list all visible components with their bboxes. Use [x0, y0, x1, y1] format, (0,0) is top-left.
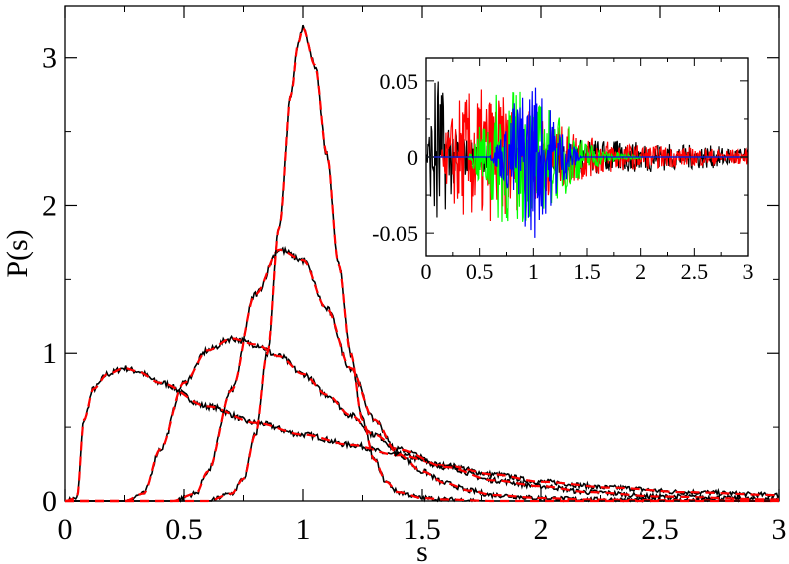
inset-x-tick-label: 2 — [635, 259, 646, 284]
main-series-3-line — [65, 245, 779, 503]
inset-x-tick-label: 2.5 — [681, 259, 709, 284]
inset-y-tick-label: 0.05 — [380, 69, 419, 94]
main-y-tick-label: 1 — [42, 337, 57, 370]
main-y-tick-label: 0 — [42, 485, 57, 518]
main-x-tick-label: 1 — [296, 513, 311, 546]
main-x-tick-label: 2 — [534, 513, 549, 546]
main-x-tick-label: 2.5 — [641, 513, 679, 546]
main-x-tick-label: 0 — [58, 513, 73, 546]
main-y-axis-label: P(s) — [1, 229, 34, 277]
inset-x-tick-label: 1 — [528, 259, 539, 284]
main-x-tick-label: 3 — [772, 513, 787, 546]
inset-x-tick-label: 1.5 — [573, 259, 601, 284]
main-y-tick-label: 3 — [42, 42, 57, 75]
main-x-axis-label: s — [416, 535, 428, 564]
main-series-4-line — [65, 24, 779, 503]
inset-x-tick-label: 0 — [421, 259, 432, 284]
main-x-tick-label: 0.5 — [165, 513, 203, 546]
inset-y-tick-label: -0.05 — [372, 221, 418, 246]
inset-x-tick-label: 0.5 — [466, 259, 494, 284]
main-series-1-fit-dashed — [64, 366, 779, 503]
inset-y-tick-label: 0 — [407, 145, 418, 170]
main-y-tick-label: 2 — [42, 189, 57, 222]
main-series-2-fit-dashed — [65, 337, 779, 503]
inset-series-4-line — [426, 87, 748, 238]
inset-x-tick-label: 3 — [743, 259, 754, 284]
main-x-tick-label: 1.5 — [403, 513, 441, 546]
main-series-1-line — [64, 365, 780, 502]
main-plot: 0 0.5 1 1.5 2 2.5 3 0 1 2 3 s P(s) — [1, 5, 787, 564]
main-series-2-line — [65, 334, 780, 503]
main-series-3-fit-dashed — [65, 248, 779, 503]
